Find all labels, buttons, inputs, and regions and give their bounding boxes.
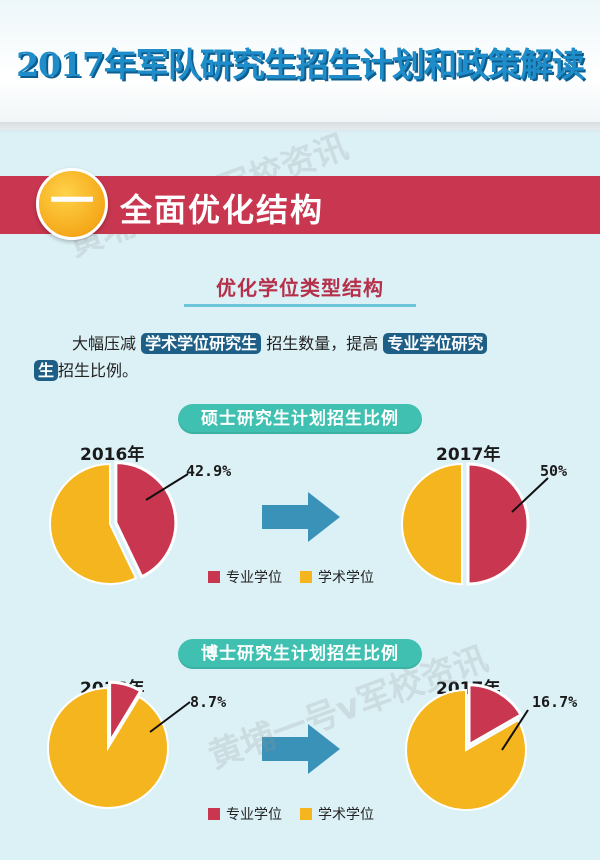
pie-slice-professional xyxy=(467,683,524,748)
callout-line xyxy=(149,701,191,733)
callout-line xyxy=(511,477,549,513)
legend-label: 学术学位 xyxy=(318,807,374,823)
legend-label: 学术学位 xyxy=(318,570,374,586)
phd-legend-academic: 学术学位 xyxy=(300,804,374,824)
highlight-professional-cont: 生 xyxy=(34,360,59,381)
subsection-underline xyxy=(184,304,416,307)
masters-2017-year: 2017年 xyxy=(436,445,501,465)
pie-slice-academic xyxy=(405,688,527,811)
masters-2017-label: 50% xyxy=(540,462,568,480)
header-divider xyxy=(0,122,600,134)
masters-legend-academic: 学术学位 xyxy=(300,567,374,587)
pie-slice-academic xyxy=(47,686,169,809)
callout-line xyxy=(501,709,529,751)
legend-label: 专业学位 xyxy=(226,807,282,823)
masters-2016-year: 2016年 xyxy=(80,445,145,465)
subsection-title: 优化学位类型结构 xyxy=(216,276,384,300)
legend-swatch-professional xyxy=(208,571,220,583)
section-number-badge: 一 xyxy=(36,168,108,240)
callout-line xyxy=(145,473,189,501)
header xyxy=(0,0,600,130)
paragraph-line-1: 大幅压减 学术学位研究生 招生数量，提高 专业学位研究 xyxy=(72,330,488,357)
paragraph-line-2: 生招生比例。 xyxy=(34,357,138,384)
paragraph-text: 招生比例。 xyxy=(58,361,139,380)
legend-swatch-academic xyxy=(300,808,312,820)
legend-swatch-academic xyxy=(300,571,312,583)
page-title: 2017年军队研究生招生计划和政策解读 xyxy=(16,45,585,84)
masters-chart-title: 硕士研究生计划招生比例 xyxy=(178,404,422,434)
legend-swatch-professional xyxy=(208,808,220,820)
section-title: 全面优化结构 xyxy=(120,191,325,229)
legend-label: 专业学位 xyxy=(226,570,282,586)
paragraph-text: 招生数量，提高 xyxy=(266,334,379,353)
masters-2016-label: 42.9% xyxy=(186,462,232,480)
phd-2017-label: 16.7% xyxy=(532,693,578,711)
masters-legend-professional: 专业学位 xyxy=(208,567,282,587)
pie-slice-professional xyxy=(108,680,143,748)
paragraph-text: 大幅压减 xyxy=(72,334,137,353)
phd-chart-title: 博士研究生计划招生比例 xyxy=(178,639,422,669)
pie-slice-academic xyxy=(401,462,463,586)
highlight-professional: 专业学位研究 xyxy=(383,333,488,354)
phd-2016-label: 8.7% xyxy=(190,693,227,711)
highlight-academic: 学术学位研究生 xyxy=(141,333,262,354)
masters-arrow-icon xyxy=(262,492,340,542)
phd-arrow-icon xyxy=(262,724,340,774)
pie-slice-academic xyxy=(49,462,138,585)
phd-legend-professional: 专业学位 xyxy=(208,804,282,824)
pie-slice-professional xyxy=(466,462,530,586)
